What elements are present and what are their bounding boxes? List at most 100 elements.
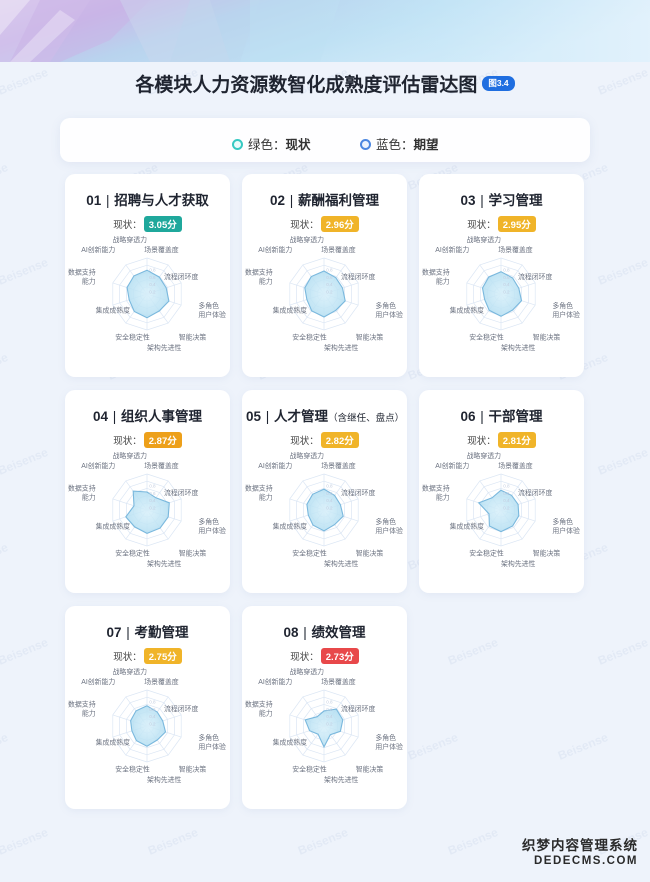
svg-text:Beisense: Beisense: [0, 635, 50, 668]
svg-text:0.4: 0.4: [149, 282, 156, 287]
svg-text:用户体验: 用户体验: [375, 526, 403, 535]
svg-text:流程闭环度: 流程闭环度: [164, 272, 199, 281]
svg-text:0.2: 0.2: [326, 505, 333, 510]
svg-text:多角色: 多角色: [198, 301, 219, 310]
svg-text:流程闭环度: 流程闭环度: [341, 272, 376, 281]
svg-text:架构先进性: 架构先进性: [324, 775, 359, 784]
svg-text:安全稳定性: 安全稳定性: [469, 549, 504, 558]
svg-text:Beisense: Beisense: [596, 635, 650, 668]
svg-text:0.4: 0.4: [149, 714, 156, 719]
svg-text:0.6: 0.6: [326, 491, 333, 496]
svg-text:集成成熟度: 集成成熟度: [273, 738, 308, 747]
svg-text:0.8: 0.8: [503, 484, 510, 489]
svg-text:AI创新能力: AI创新能力: [435, 245, 469, 254]
svg-text:流程闭环度: 流程闭环度: [341, 704, 376, 713]
svg-text:数据支持: 数据支持: [68, 484, 96, 493]
svg-text:0.4: 0.4: [326, 714, 333, 719]
svg-text:Beisense: Beisense: [596, 445, 650, 478]
svg-text:能力: 能力: [259, 493, 273, 502]
svg-text:集成成熟度: 集成成熟度: [96, 522, 131, 531]
svg-text:集成成熟度: 集成成熟度: [96, 306, 131, 315]
svg-text:Beisense: Beisense: [406, 730, 460, 763]
svg-text:智能决策: 智能决策: [533, 333, 561, 342]
svg-text:数据支持: 数据支持: [245, 268, 273, 277]
svg-text:智能决策: 智能决策: [533, 549, 561, 558]
svg-text:能力: 能力: [82, 277, 96, 286]
svg-text:0.8: 0.8: [326, 700, 333, 705]
svg-text:安全稳定性: 安全稳定性: [115, 765, 150, 774]
svg-text:AI创新能力: AI创新能力: [81, 461, 115, 470]
svg-text:架构先进性: 架构先进性: [324, 343, 359, 352]
svg-text:0.2: 0.2: [503, 289, 510, 294]
svg-text:0.6: 0.6: [503, 491, 510, 496]
svg-text:架构先进性: 架构先进性: [147, 775, 182, 784]
svg-text:集成成熟度: 集成成熟度: [273, 306, 308, 315]
svg-text:数据支持: 数据支持: [68, 268, 96, 277]
svg-text:多角色: 多角色: [552, 517, 573, 526]
svg-text:0.2: 0.2: [149, 505, 156, 510]
svg-text:架构先进性: 架构先进性: [147, 559, 182, 568]
svg-text:数据支持: 数据支持: [245, 700, 273, 709]
svg-text:Beisense: Beisense: [146, 825, 200, 858]
svg-text:AI创新能力: AI创新能力: [258, 245, 292, 254]
svg-text:安全稳定性: 安全稳定性: [292, 549, 327, 558]
svg-text:场景覆盖度: 场景覆盖度: [321, 245, 356, 254]
svg-text:0.8: 0.8: [149, 484, 156, 489]
svg-text:用户体验: 用户体验: [198, 742, 226, 751]
svg-text:AI创新能力: AI创新能力: [258, 461, 292, 470]
svg-text:0.6: 0.6: [149, 707, 156, 712]
svg-text:架构先进性: 架构先进性: [501, 559, 536, 568]
svg-text:安全稳定性: 安全稳定性: [115, 549, 150, 558]
svg-text:多角色: 多角色: [198, 733, 219, 742]
svg-text:0.8: 0.8: [149, 268, 156, 273]
svg-text:0.8: 0.8: [149, 700, 156, 705]
svg-text:用户体验: 用户体验: [198, 526, 226, 535]
svg-text:0.2: 0.2: [326, 289, 333, 294]
svg-text:战略穿透力: 战略穿透力: [467, 451, 502, 460]
svg-text:场景覆盖度: 场景覆盖度: [144, 461, 179, 470]
svg-text:集成成熟度: 集成成熟度: [450, 306, 485, 315]
svg-text:流程闭环度: 流程闭环度: [164, 704, 199, 713]
svg-text:多角色: 多角色: [375, 301, 396, 310]
svg-text:智能决策: 智能决策: [356, 549, 384, 558]
svg-text:Beisense: Beisense: [0, 730, 10, 763]
svg-text:架构先进性: 架构先进性: [501, 343, 536, 352]
svg-text:场景覆盖度: 场景覆盖度: [144, 677, 179, 686]
svg-text:场景覆盖度: 场景覆盖度: [321, 461, 356, 470]
svg-text:Beisense: Beisense: [446, 825, 500, 858]
svg-text:Beisense: Beisense: [0, 825, 50, 858]
svg-text:Beisense: Beisense: [0, 160, 10, 193]
svg-text:0.8: 0.8: [326, 268, 333, 273]
svg-text:能力: 能力: [436, 493, 450, 502]
svg-text:数据支持: 数据支持: [422, 484, 450, 493]
svg-text:战略穿透力: 战略穿透力: [113, 235, 148, 244]
svg-text:数据支持: 数据支持: [245, 484, 273, 493]
svg-text:Beisense: Beisense: [596, 255, 650, 288]
svg-text:能力: 能力: [436, 277, 450, 286]
svg-text:0.4: 0.4: [149, 498, 156, 503]
svg-text:战略穿透力: 战略穿透力: [290, 451, 325, 460]
svg-text:安全稳定性: 安全稳定性: [469, 333, 504, 342]
svg-text:流程闭环度: 流程闭环度: [518, 272, 553, 281]
svg-text:Beisense: Beisense: [0, 445, 50, 478]
svg-text:战略穿透力: 战略穿透力: [113, 451, 148, 460]
svg-text:流程闭环度: 流程闭环度: [341, 488, 376, 497]
svg-text:集成成熟度: 集成成熟度: [96, 738, 131, 747]
svg-text:流程闭环度: 流程闭环度: [518, 488, 553, 497]
svg-text:0.4: 0.4: [326, 498, 333, 503]
svg-text:智能决策: 智能决策: [356, 765, 384, 774]
svg-text:用户体验: 用户体验: [375, 310, 403, 319]
svg-text:AI创新能力: AI创新能力: [435, 461, 469, 470]
svg-text:多角色: 多角色: [375, 517, 396, 526]
svg-text:场景覆盖度: 场景覆盖度: [498, 461, 533, 470]
svg-text:架构先进性: 架构先进性: [324, 559, 359, 568]
svg-text:0.8: 0.8: [326, 484, 333, 489]
svg-text:0.4: 0.4: [503, 282, 510, 287]
svg-text:智能决策: 智能决策: [356, 333, 384, 342]
svg-text:0.6: 0.6: [503, 275, 510, 280]
svg-text:0.2: 0.2: [326, 721, 333, 726]
svg-text:战略穿透力: 战略穿透力: [290, 667, 325, 676]
svg-text:AI创新能力: AI创新能力: [81, 245, 115, 254]
svg-text:智能决策: 智能决策: [179, 333, 207, 342]
svg-text:用户体验: 用户体验: [552, 526, 580, 535]
